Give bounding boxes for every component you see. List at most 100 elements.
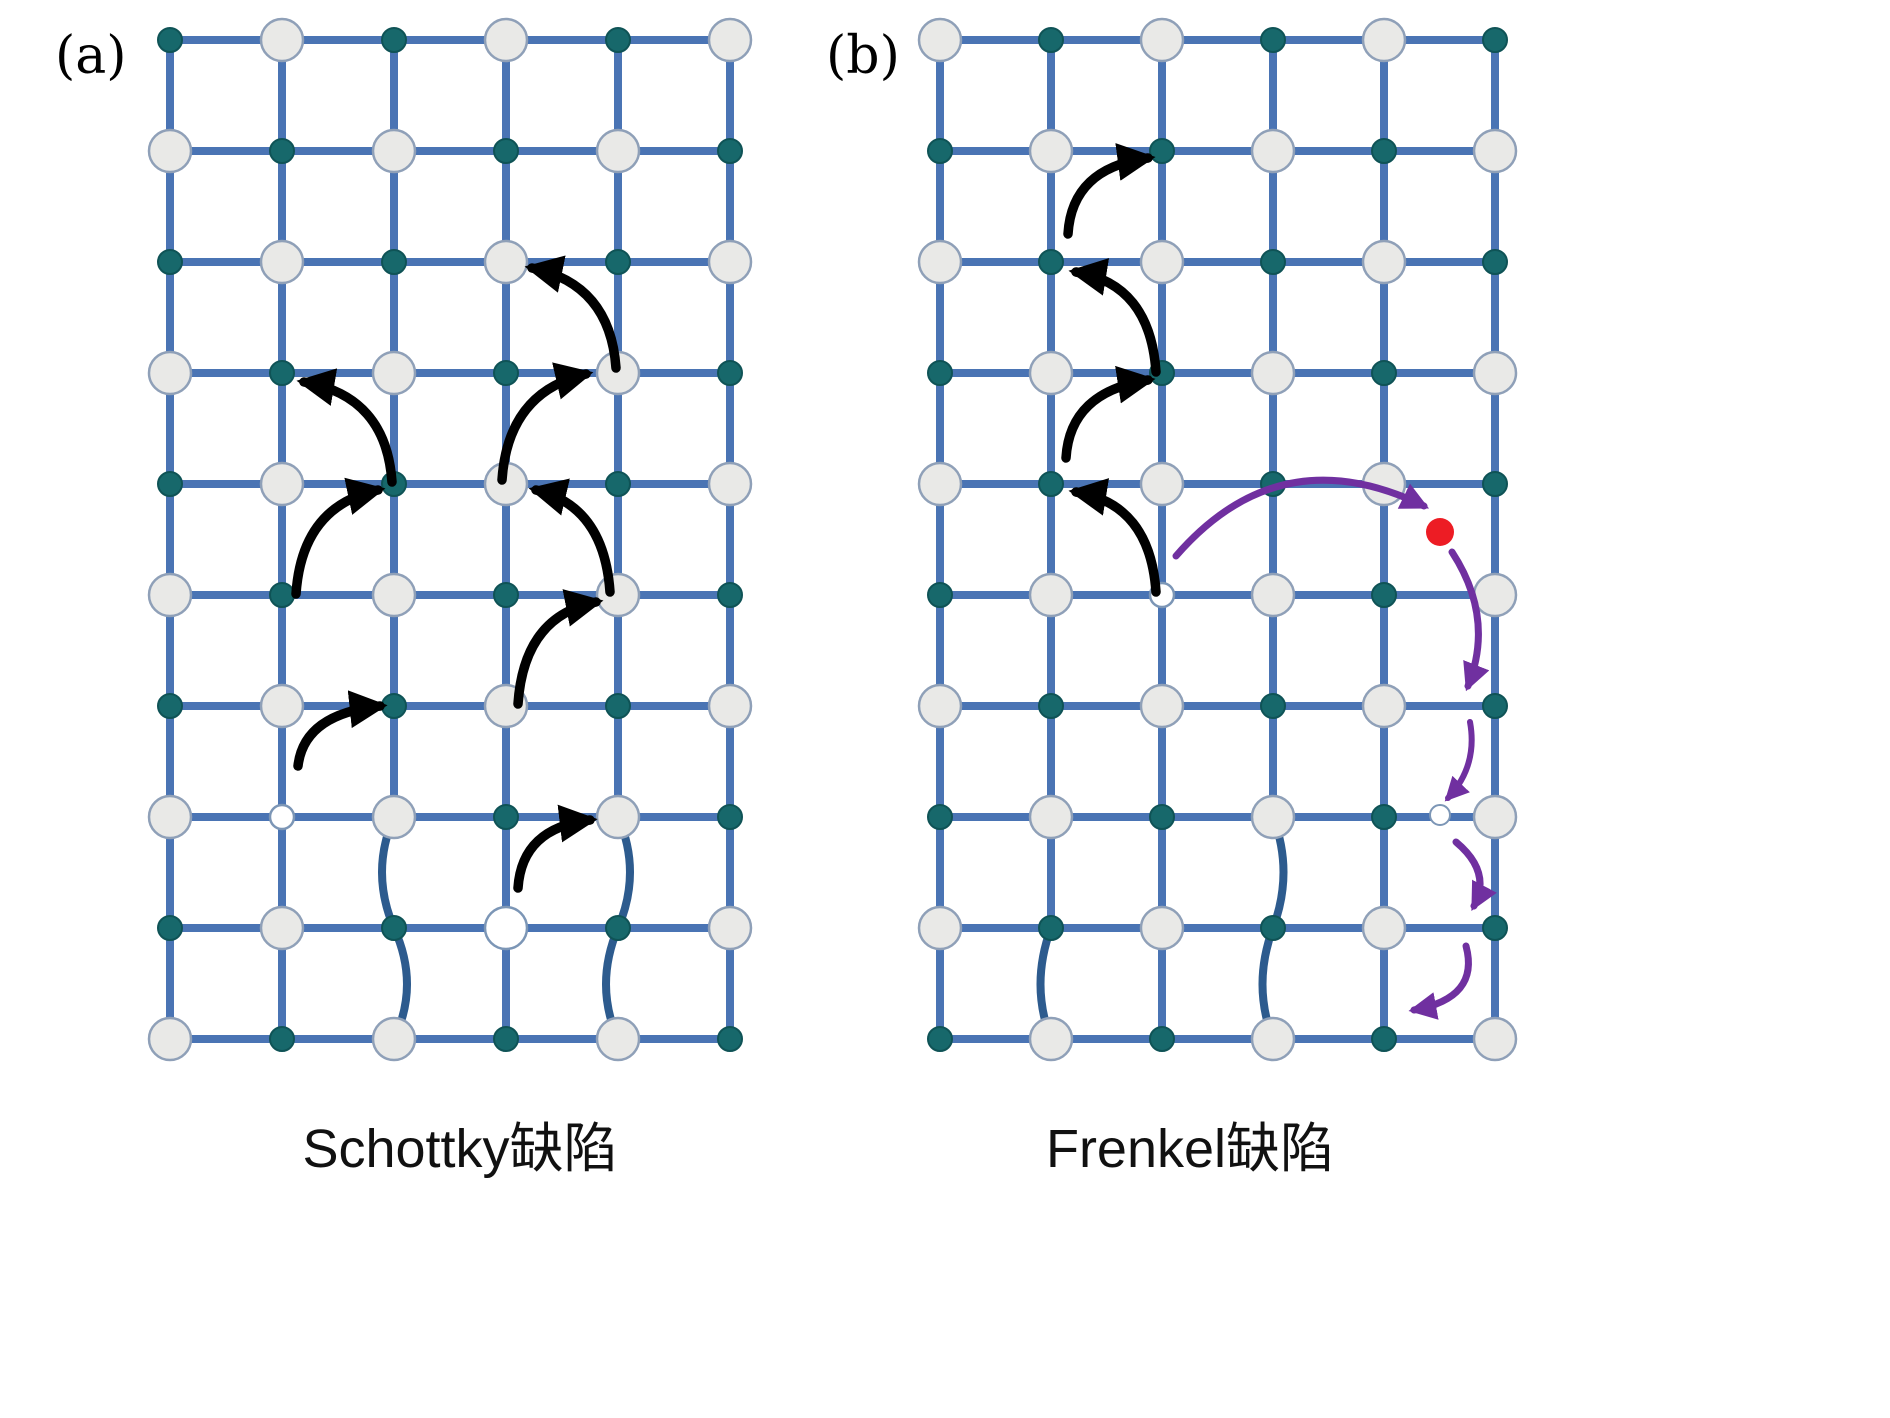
anion-node xyxy=(707,461,753,507)
anion-node xyxy=(917,905,963,951)
cation-node xyxy=(157,27,183,53)
cation-node xyxy=(157,471,183,497)
cation-node xyxy=(493,138,519,164)
migration-arrow-purple xyxy=(1444,719,1475,802)
anion-node xyxy=(259,683,305,729)
anion-node xyxy=(1361,905,1407,951)
anion-node xyxy=(259,239,305,285)
anion-node xyxy=(1139,683,1185,729)
cation-node xyxy=(1038,471,1064,497)
migration-arrow-black xyxy=(513,804,598,893)
migration-arrow-black xyxy=(513,589,604,709)
panel-a-label: (a) xyxy=(55,26,127,86)
anion-node xyxy=(259,461,305,507)
cation-node xyxy=(717,804,743,830)
cation-node xyxy=(1038,915,1064,941)
cation-node xyxy=(157,249,183,275)
cation-node xyxy=(1371,1026,1397,1052)
anion-node xyxy=(147,572,193,618)
migration-arrow-purple xyxy=(1408,942,1472,1020)
cation-node xyxy=(381,249,407,275)
cation-node xyxy=(717,1026,743,1052)
anion-node xyxy=(595,128,641,174)
anion-node xyxy=(1028,572,1074,618)
cation-node xyxy=(605,693,631,719)
cation-node xyxy=(927,360,953,386)
anion-node xyxy=(147,350,193,396)
anion-node xyxy=(595,1016,641,1062)
cation-node xyxy=(1482,27,1508,53)
cation-node xyxy=(605,27,631,53)
cation-node xyxy=(493,582,519,608)
cation-node xyxy=(605,249,631,275)
anion-node xyxy=(1139,17,1185,63)
lattice-nodes xyxy=(917,17,1518,1062)
cation-node xyxy=(927,582,953,608)
migration-arrow-purple xyxy=(1452,838,1497,911)
migration-arrow-black xyxy=(293,690,388,771)
cation-node xyxy=(157,693,183,719)
migration-arrow-purple xyxy=(1448,548,1490,692)
cation-node xyxy=(1482,693,1508,719)
anion-node xyxy=(1139,461,1185,507)
anion-node xyxy=(917,683,963,729)
cation-node xyxy=(1149,138,1175,164)
lattice-nodes xyxy=(147,17,753,1062)
cation-node xyxy=(1149,804,1175,830)
anion-node xyxy=(595,572,641,618)
migration-arrow-black xyxy=(1068,258,1161,377)
cation-node xyxy=(493,1026,519,1052)
cation-node xyxy=(717,138,743,164)
anion-node xyxy=(1472,794,1518,840)
cation-node xyxy=(1149,1026,1175,1052)
anion-node xyxy=(371,128,417,174)
anion-node xyxy=(483,239,529,285)
cation-node xyxy=(1371,360,1397,386)
anion-node xyxy=(707,683,753,729)
anion-node xyxy=(1361,239,1407,285)
lattice-bonds xyxy=(166,36,734,1043)
cation-node xyxy=(927,138,953,164)
anion-node xyxy=(1250,572,1296,618)
cation-node xyxy=(927,804,953,830)
cation-node xyxy=(1371,582,1397,608)
cation-node xyxy=(1038,249,1064,275)
panel-b-label: (b) xyxy=(826,26,900,86)
cation-node xyxy=(1371,804,1397,830)
cation-node xyxy=(269,360,295,386)
anion-node xyxy=(595,794,641,840)
migration-arrow-black xyxy=(291,477,386,599)
anion-node xyxy=(371,572,417,618)
migration-arrow-black xyxy=(296,368,397,487)
anion-node xyxy=(1028,1016,1074,1062)
anion-node xyxy=(917,239,963,285)
anion-node xyxy=(707,905,753,951)
cation-node xyxy=(717,360,743,386)
anion-node xyxy=(1028,128,1074,174)
cation-node xyxy=(1260,249,1286,275)
vacancy-node xyxy=(483,905,529,951)
interstitial-ion-red xyxy=(1426,518,1454,546)
anion-node xyxy=(1139,239,1185,285)
anion-node xyxy=(1139,905,1185,951)
anion-node xyxy=(1361,683,1407,729)
migration-arrow-black xyxy=(524,255,621,373)
cation-node xyxy=(493,360,519,386)
cation-node xyxy=(1260,27,1286,53)
cation-node xyxy=(605,915,631,941)
anion-node xyxy=(371,794,417,840)
cation-node xyxy=(269,1026,295,1052)
cation-node xyxy=(717,582,743,608)
anion-node xyxy=(1472,572,1518,618)
cation-node xyxy=(1260,693,1286,719)
panel-a-caption: Schottky缺陷 xyxy=(302,1119,618,1179)
cation-node xyxy=(1038,27,1064,53)
anion-node xyxy=(1250,350,1296,396)
cation-node xyxy=(269,582,295,608)
anion-node xyxy=(371,1016,417,1062)
cation-node xyxy=(157,915,183,941)
anion-node xyxy=(371,350,417,396)
migration-arrow-black xyxy=(1061,365,1156,463)
anion-node xyxy=(1028,794,1074,840)
